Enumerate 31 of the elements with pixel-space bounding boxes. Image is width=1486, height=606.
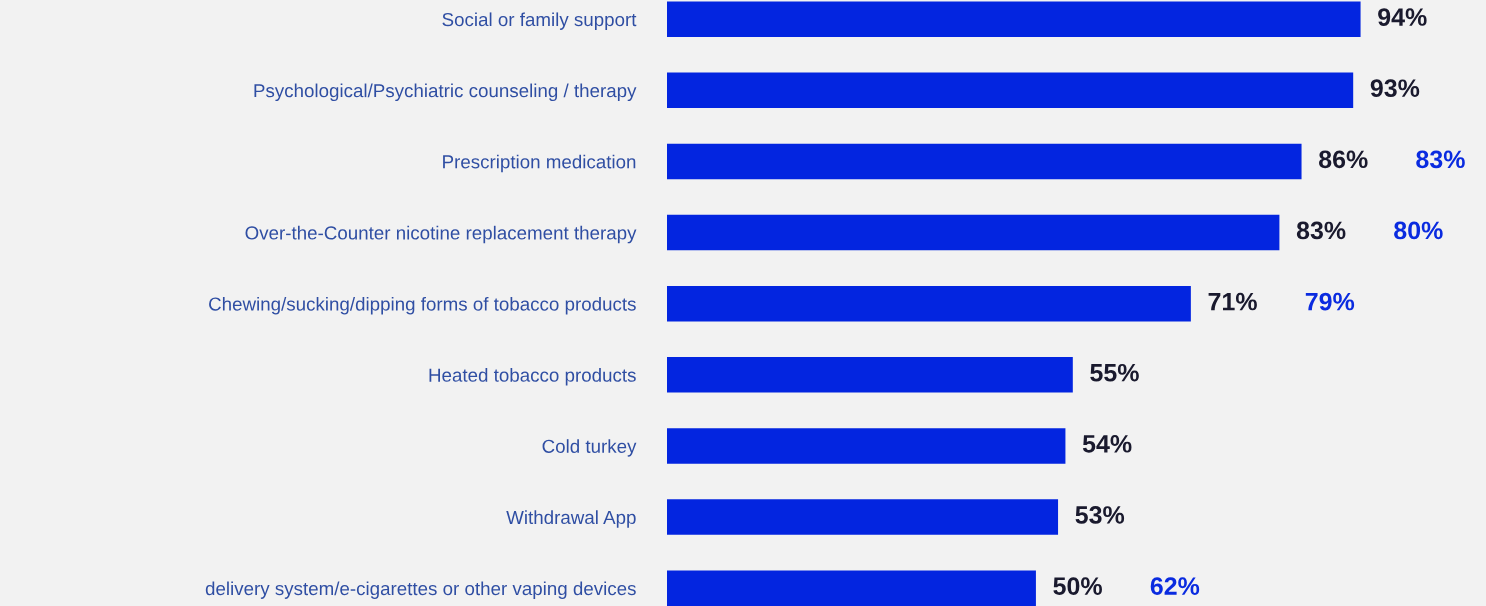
y-tick-label: Heated tobacco products [429,368,636,386]
bar [667,1,1361,37]
y-tick-label: Chewing/sucking/dipping forms of tobacco products [209,296,636,315]
y-tick-label: Prescription medication [443,154,636,173]
bar [667,214,1280,251]
data-label: 83% [1296,221,1346,240]
bar [667,499,1059,535]
bar [667,570,1036,606]
y-tick-label: Social or family support [442,12,637,30]
annotation: 62% [1150,577,1200,595]
data-label: 71% [1208,292,1257,311]
annotation: 83% [1416,150,1465,169]
annotation: 79% [1305,292,1355,311]
data-label: 86% [1319,150,1368,169]
data-label: 54% [1082,435,1132,453]
data-label: 93% [1370,79,1420,98]
data-label: 53% [1075,506,1125,524]
bar [667,285,1191,322]
bar [667,72,1354,109]
y-tick-label: Withdrawal App [506,510,636,528]
bar [667,143,1302,180]
bar [667,357,1073,393]
y-tick-label: Cold turkey [542,439,637,457]
data-label: 55% [1090,363,1139,382]
bar [667,428,1066,464]
y-tick-label: delivery system/e-cigarettes or other vaping devices [205,581,636,599]
y-tick-label: Psychological/Psychiatric counseling / therapy [254,83,637,102]
y-tick-label: Over-the-Counter nicotine replacement therapy [245,225,637,244]
data-label: 50% [1053,577,1102,595]
data-label: 94% [1378,8,1427,26]
annotation: 80% [1394,221,1443,240]
